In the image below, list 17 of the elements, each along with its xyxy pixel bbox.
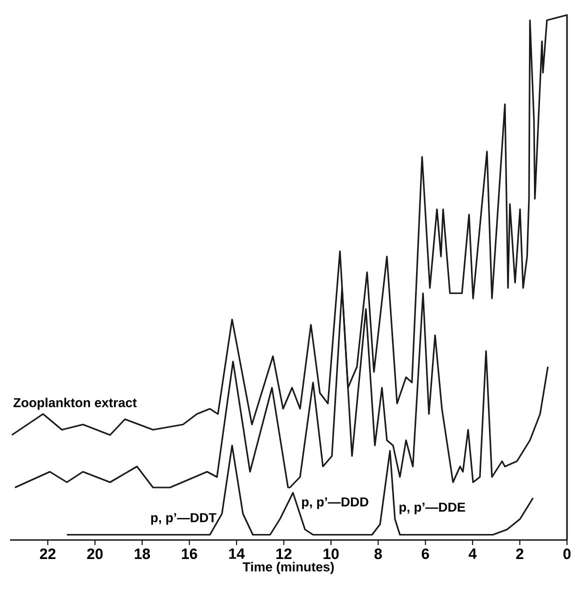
x-tick-label: 16 [182,548,198,560]
annotation: p, p’—DDT [151,513,216,525]
x-tick-label: 4 [468,548,477,559]
x-tick-label: 2 [516,548,524,559]
x-tick-label: 6 [422,548,429,560]
x-tick-label: 8 [374,548,382,560]
series-label: Zooplankton extract [13,398,137,410]
x-tick-label: 22 [40,548,56,559]
annotation: p, p’—DDE [400,502,466,514]
x-axis-title: Time (minutes) [242,562,334,574]
x-tick-label: 0 [563,548,571,560]
x-tick-label: 12 [276,548,292,559]
x-tick-label: 14 [229,548,245,559]
x-tick-label: 20 [87,548,103,560]
x-tick-label: 10 [324,548,339,560]
annotation: p, p’—DDD [302,497,368,510]
x-tick-label: 18 [134,548,150,560]
